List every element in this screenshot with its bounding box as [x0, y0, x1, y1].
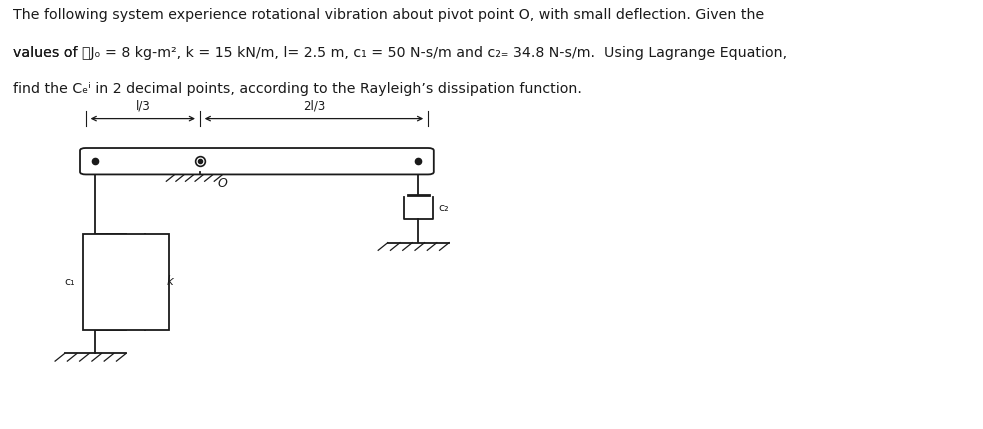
Text: find the Cₑⁱ in 2 decimal points, according to the Rayleigh’s dissipation functi: find the Cₑⁱ in 2 decimal points, accord… [13, 82, 582, 97]
FancyBboxPatch shape [80, 148, 434, 175]
Text: values of Jₒ = 8 kg-m², k = 15 kN/m, l= 2.5 m, c₁ = 50 N-s/m and c₂₌ 34.8 N-s/m: values of Jₒ = 8 kg-m², k = 15 kN/m, l=… [13, 46, 787, 60]
Text: 2l/3: 2l/3 [303, 99, 325, 112]
Bar [83, 234, 169, 329]
Text: The following system experience rotational vibration about pivot point O, with s: The following system experience rotation… [13, 8, 764, 22]
Text: l/3: l/3 [136, 99, 150, 112]
Text: k: k [166, 275, 173, 288]
Text: values of: values of [13, 46, 82, 60]
Text: O: O [217, 178, 227, 190]
Text: c₂: c₂ [438, 203, 449, 213]
Text: c₁: c₁ [65, 277, 76, 287]
